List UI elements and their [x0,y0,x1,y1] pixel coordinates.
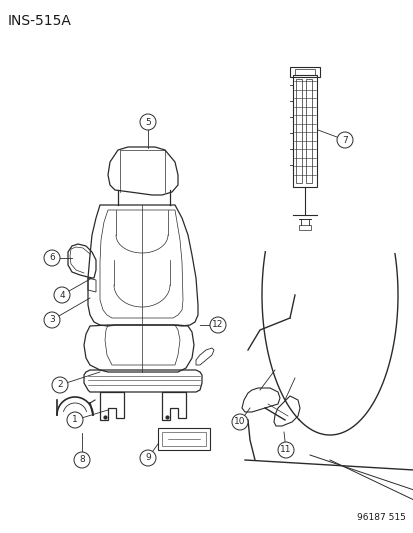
Bar [292,75,316,187]
Text: 6: 6 [49,254,55,262]
Text: INS-515A: INS-515A [8,14,72,28]
Circle shape [140,114,156,130]
Circle shape [336,132,352,148]
Bar [289,67,319,77]
Text: 10: 10 [234,417,245,426]
Circle shape [209,317,225,333]
Text: 7: 7 [341,135,347,144]
Bar [305,79,311,183]
Circle shape [44,312,60,328]
Bar [295,79,301,183]
Text: 8: 8 [79,456,85,464]
Circle shape [54,287,70,303]
Text: 11: 11 [280,446,291,455]
Text: 5: 5 [145,117,150,126]
Bar [294,69,314,75]
Circle shape [67,412,83,428]
Text: 1: 1 [72,416,78,424]
Text: 3: 3 [49,316,55,325]
Text: 96187 515: 96187 515 [356,513,405,522]
Circle shape [231,414,247,430]
Circle shape [140,450,156,466]
Circle shape [44,250,60,266]
Text: 2: 2 [57,381,63,390]
Text: 9: 9 [145,454,150,463]
Circle shape [52,377,68,393]
Circle shape [277,442,293,458]
Text: 12: 12 [212,320,223,329]
Bar [158,428,209,450]
Bar [298,225,310,230]
Circle shape [74,452,90,468]
Bar [161,432,206,446]
Text: 4: 4 [59,290,65,300]
